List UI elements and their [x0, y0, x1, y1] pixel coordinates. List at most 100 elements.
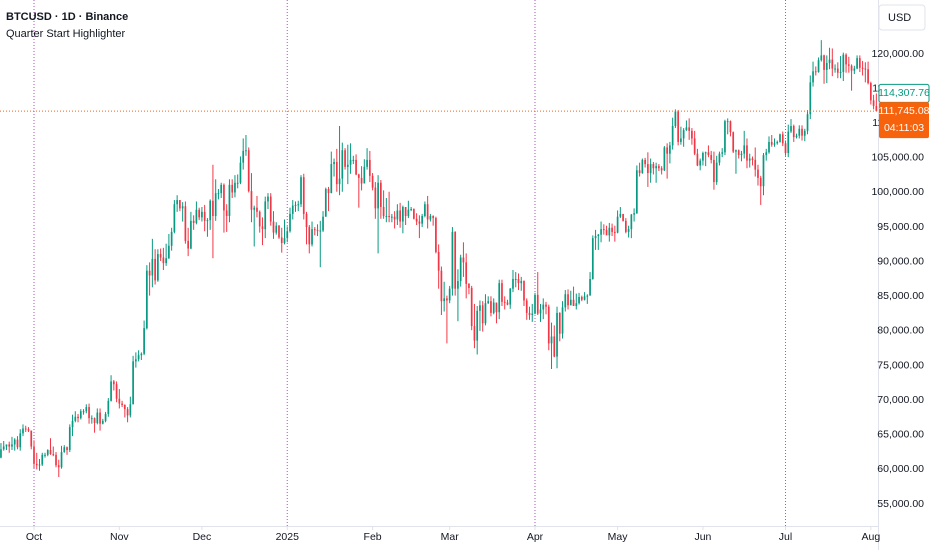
candle-body — [470, 287, 473, 327]
candle-body — [586, 295, 589, 297]
candle-body — [732, 132, 735, 152]
candle-body — [853, 68, 856, 71]
candle-body — [366, 159, 368, 167]
candle-body — [616, 216, 619, 233]
candle-body — [446, 298, 448, 301]
candle-body — [647, 164, 649, 174]
candle-body — [602, 229, 605, 231]
candle-body — [74, 416, 77, 421]
candle-body — [129, 404, 132, 416]
candle-body — [473, 326, 476, 341]
candle-body — [162, 257, 165, 264]
candle-body — [743, 145, 746, 154]
candle-body — [531, 313, 534, 315]
candle-body — [479, 305, 481, 311]
candle-body — [429, 215, 432, 220]
candle-body — [814, 71, 817, 73]
x-tick-label: Apr — [527, 531, 544, 543]
candle-body — [490, 301, 492, 313]
candle-body — [696, 153, 699, 166]
candle-body — [831, 59, 834, 69]
candle-body — [790, 125, 792, 132]
candle-body — [5, 444, 8, 447]
candle-body — [168, 245, 170, 259]
candle-body — [641, 159, 644, 174]
candle-body — [850, 65, 853, 71]
candle-body — [377, 182, 379, 209]
candle-body — [556, 312, 558, 357]
candle-body — [388, 215, 390, 217]
candle-body — [52, 454, 55, 456]
candle-body — [773, 143, 776, 145]
candle-body — [404, 206, 407, 216]
currency-label: USD — [888, 12, 911, 24]
candle-body — [396, 210, 399, 220]
candle-body — [691, 130, 693, 139]
candle-body — [143, 328, 145, 354]
candle-body — [8, 444, 11, 447]
candle-body — [2, 446, 5, 450]
candle-body — [809, 82, 812, 115]
candle-body — [231, 184, 234, 193]
candle-body — [649, 164, 652, 174]
candle-body — [239, 162, 242, 183]
candle-body — [11, 444, 13, 447]
x-tick-label: Nov — [110, 531, 129, 543]
candle-body — [721, 152, 724, 154]
candle-body — [680, 138, 682, 142]
candle-body — [201, 211, 203, 218]
candle-body — [402, 206, 404, 222]
x-tick-label: Feb — [364, 531, 382, 543]
candle-body — [170, 231, 173, 246]
x-tick-label: Dec — [193, 531, 212, 543]
candle-body — [206, 220, 209, 222]
candle-body — [13, 439, 16, 445]
candle-body — [187, 240, 190, 249]
candle-body — [729, 121, 732, 133]
candle-body — [715, 162, 718, 183]
currency-button[interactable] — [878, 4, 926, 31]
candle-body — [770, 141, 773, 145]
candle-body — [256, 207, 258, 212]
candle-body — [704, 152, 707, 154]
candle-body — [363, 166, 366, 184]
candle-body — [666, 147, 668, 154]
candle-body — [633, 213, 635, 215]
candle-body — [22, 428, 24, 434]
candle-body — [638, 170, 641, 174]
candle-body — [825, 62, 828, 70]
candle-body — [148, 270, 151, 276]
candle-body — [528, 312, 531, 315]
candle-body — [501, 283, 503, 302]
candle-body — [24, 428, 27, 430]
candle-body — [462, 257, 465, 263]
candle-body — [514, 278, 517, 280]
candle-body — [236, 182, 239, 184]
candle-body — [613, 231, 616, 233]
candle-body — [355, 159, 357, 175]
candle-body — [525, 300, 528, 313]
candle-body — [217, 193, 220, 195]
candle-body — [795, 135, 798, 138]
candle-body — [707, 152, 710, 156]
candle-body — [415, 218, 418, 222]
candle-body — [660, 168, 663, 171]
candle-body — [724, 121, 726, 153]
candle-body — [300, 177, 302, 205]
candle-body — [448, 288, 451, 301]
candle-body — [768, 141, 770, 153]
candle-body — [817, 60, 820, 72]
y-tick-label: 70,000.00 — [877, 394, 924, 406]
candle-body — [27, 429, 30, 431]
candle-body — [357, 174, 360, 178]
candle-body — [737, 150, 740, 156]
candle-body — [121, 403, 123, 405]
candle-body — [99, 412, 101, 424]
candle-body — [327, 188, 330, 194]
candle-body — [435, 218, 437, 252]
candle-body — [179, 200, 181, 209]
candle-body — [875, 105, 878, 112]
candle-body — [465, 262, 468, 284]
candle-body — [382, 206, 385, 216]
candle-body — [523, 281, 525, 301]
